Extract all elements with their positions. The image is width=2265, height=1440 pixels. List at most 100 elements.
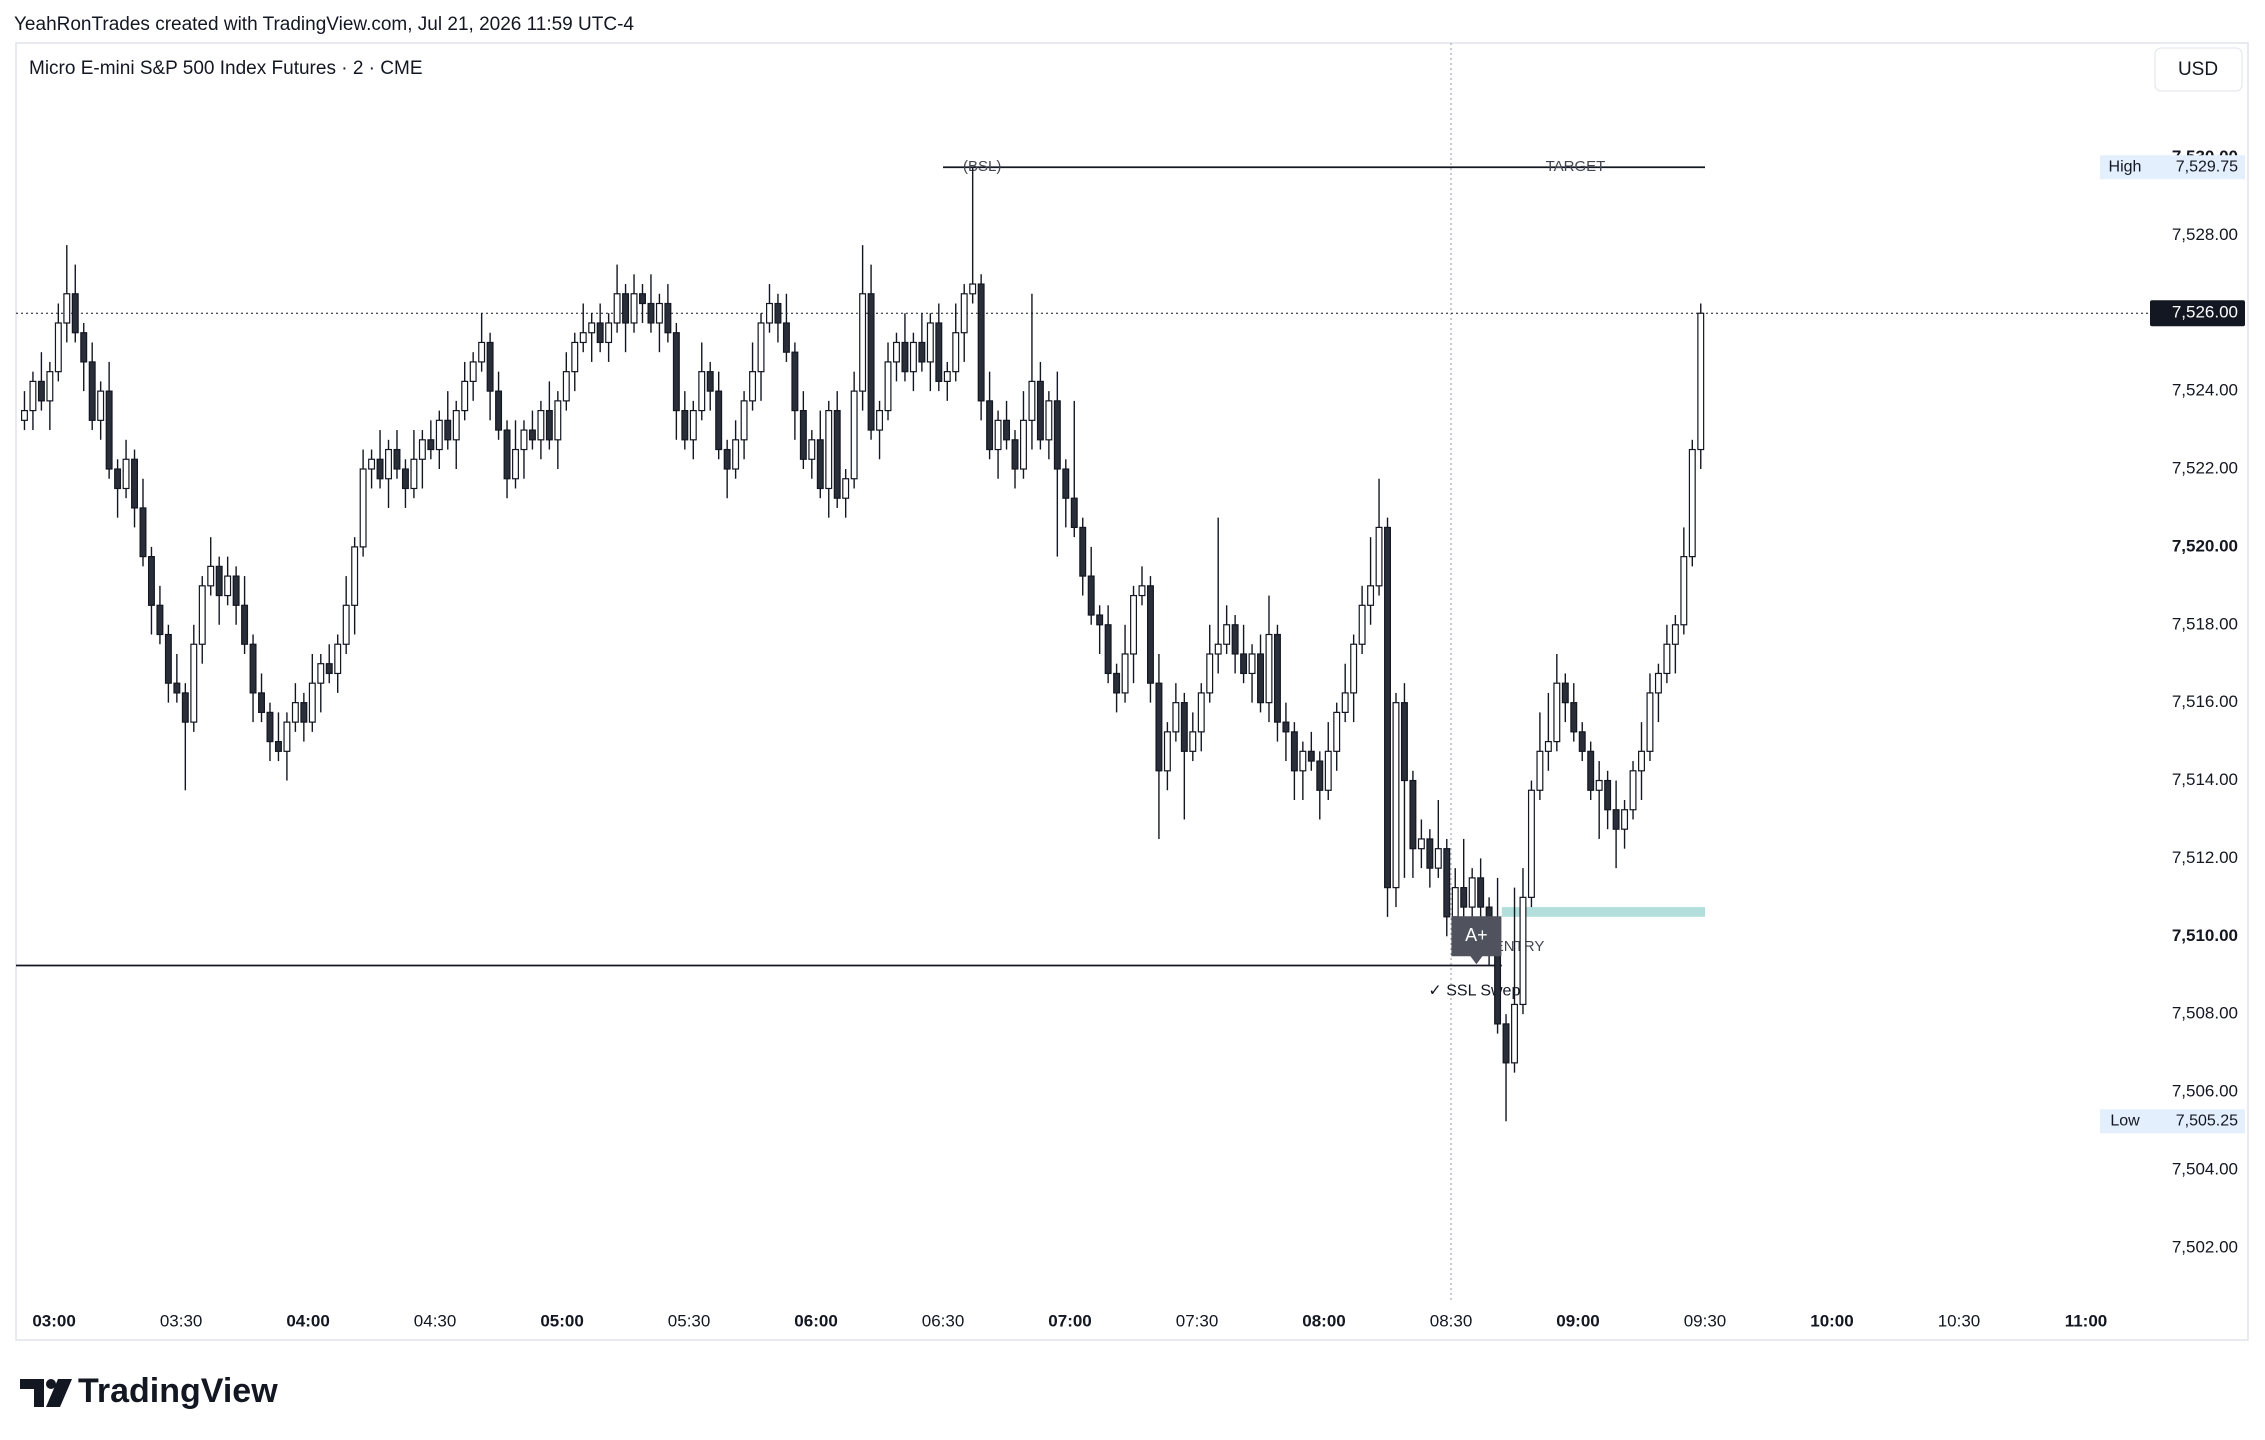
candle-body bbox=[528, 429, 536, 441]
candle-body bbox=[655, 302, 663, 324]
candle-body bbox=[1087, 575, 1095, 616]
candle-body bbox=[1527, 789, 1535, 898]
candle-body bbox=[461, 380, 469, 412]
candle-body bbox=[757, 322, 765, 373]
candle-body bbox=[749, 371, 757, 402]
candle-body bbox=[308, 682, 316, 723]
y-tick-label: 7,512.00 bbox=[2172, 848, 2238, 867]
candle-body bbox=[1561, 682, 1569, 704]
candle-body bbox=[1248, 653, 1256, 675]
x-tick-label: 05:30 bbox=[668, 1311, 711, 1330]
candle-body bbox=[88, 361, 96, 421]
candle-body bbox=[266, 711, 274, 743]
candle-body bbox=[1307, 750, 1315, 762]
candle-body bbox=[876, 409, 884, 431]
candle-body bbox=[935, 322, 943, 382]
candle-body bbox=[672, 332, 680, 412]
candle-body bbox=[1163, 731, 1171, 772]
x-tick-label: 10:30 bbox=[1938, 1311, 1981, 1330]
candle-body bbox=[850, 390, 858, 480]
x-tick-label: 05:00 bbox=[540, 1311, 583, 1330]
candle-body bbox=[1096, 614, 1104, 626]
candle-body bbox=[122, 458, 130, 490]
candle-body bbox=[884, 361, 892, 412]
candle-body bbox=[588, 322, 596, 334]
candle-body bbox=[385, 448, 392, 480]
candle-body bbox=[639, 293, 646, 305]
candle-body bbox=[1595, 779, 1603, 791]
candle-body bbox=[808, 439, 816, 460]
candle-body bbox=[1578, 731, 1586, 752]
low-label-bg bbox=[2100, 1109, 2245, 1134]
candle-body bbox=[977, 283, 985, 402]
candle-body bbox=[1638, 750, 1645, 772]
level-label: (BSL) bbox=[963, 158, 1001, 175]
candle-body bbox=[1680, 556, 1688, 626]
x-tick-label: 08:30 bbox=[1430, 1311, 1473, 1330]
candle-body bbox=[1070, 497, 1078, 529]
candle-body bbox=[994, 419, 1002, 451]
x-tick-label: 09:30 bbox=[1684, 1311, 1727, 1330]
candle-body bbox=[1189, 731, 1197, 752]
last-price-label: 7,526.00 bbox=[2172, 303, 2238, 322]
candle-body bbox=[1045, 400, 1053, 441]
candle-body bbox=[689, 409, 697, 441]
candle-body bbox=[249, 643, 257, 694]
candle-body bbox=[791, 351, 799, 412]
candle-body bbox=[1265, 633, 1273, 704]
candle-body bbox=[1121, 653, 1129, 694]
currency[interactable]: USD bbox=[2178, 59, 2218, 80]
candle-body bbox=[1460, 887, 1468, 908]
candle-body bbox=[46, 371, 54, 402]
candle-body bbox=[732, 439, 740, 470]
candle-body bbox=[1104, 624, 1112, 675]
candle-body bbox=[1570, 702, 1578, 733]
y-tick-label: 7,506.00 bbox=[2172, 1082, 2238, 1101]
candle-body bbox=[909, 341, 917, 373]
candle-body bbox=[1206, 653, 1214, 694]
badge bbox=[1451, 916, 1502, 965]
candle-body bbox=[1130, 594, 1138, 655]
candle-body bbox=[512, 448, 519, 480]
candle-body bbox=[1384, 526, 1391, 889]
candle-body bbox=[782, 322, 790, 353]
candle-body bbox=[1697, 312, 1705, 451]
candle-body bbox=[926, 322, 934, 363]
candle-body bbox=[833, 409, 841, 499]
candle-body bbox=[1214, 643, 1222, 655]
currency-button[interactable] bbox=[2154, 47, 2243, 92]
candle-body bbox=[1240, 653, 1248, 675]
candle-body bbox=[97, 390, 105, 421]
candle-body bbox=[562, 371, 570, 402]
candle-body bbox=[1079, 526, 1087, 577]
y-tick-label: 7,516.00 bbox=[2172, 692, 2238, 711]
candle-body bbox=[943, 371, 951, 382]
candle-body bbox=[368, 458, 376, 470]
candle-body bbox=[740, 400, 748, 441]
candle-body bbox=[664, 302, 672, 334]
candle-body bbox=[114, 468, 122, 490]
badge-label: A+ bbox=[1465, 925, 1488, 945]
candle-body bbox=[1511, 1003, 1518, 1064]
x-tick-label: 07:30 bbox=[1176, 1311, 1219, 1330]
candle-body bbox=[274, 740, 282, 752]
candle-body bbox=[774, 302, 782, 324]
candle-body bbox=[300, 702, 308, 723]
candle-body bbox=[478, 341, 486, 363]
candle-body bbox=[1604, 779, 1612, 811]
candle-body bbox=[80, 332, 88, 363]
logo: TradingView bbox=[20, 1372, 278, 1410]
x-tick-label: 04:30 bbox=[414, 1311, 457, 1330]
candle-body bbox=[647, 302, 655, 324]
candle-body bbox=[190, 643, 198, 723]
candle-body bbox=[1172, 702, 1180, 733]
candle-body bbox=[1434, 848, 1442, 869]
zone-label: ENTRY bbox=[1494, 938, 1545, 955]
x-tick-label: 07:00 bbox=[1048, 1311, 1091, 1330]
candle-body bbox=[1646, 692, 1654, 752]
low-name: Low bbox=[2110, 1112, 2140, 1129]
candle-body bbox=[452, 409, 460, 441]
candle-body bbox=[1654, 672, 1662, 694]
